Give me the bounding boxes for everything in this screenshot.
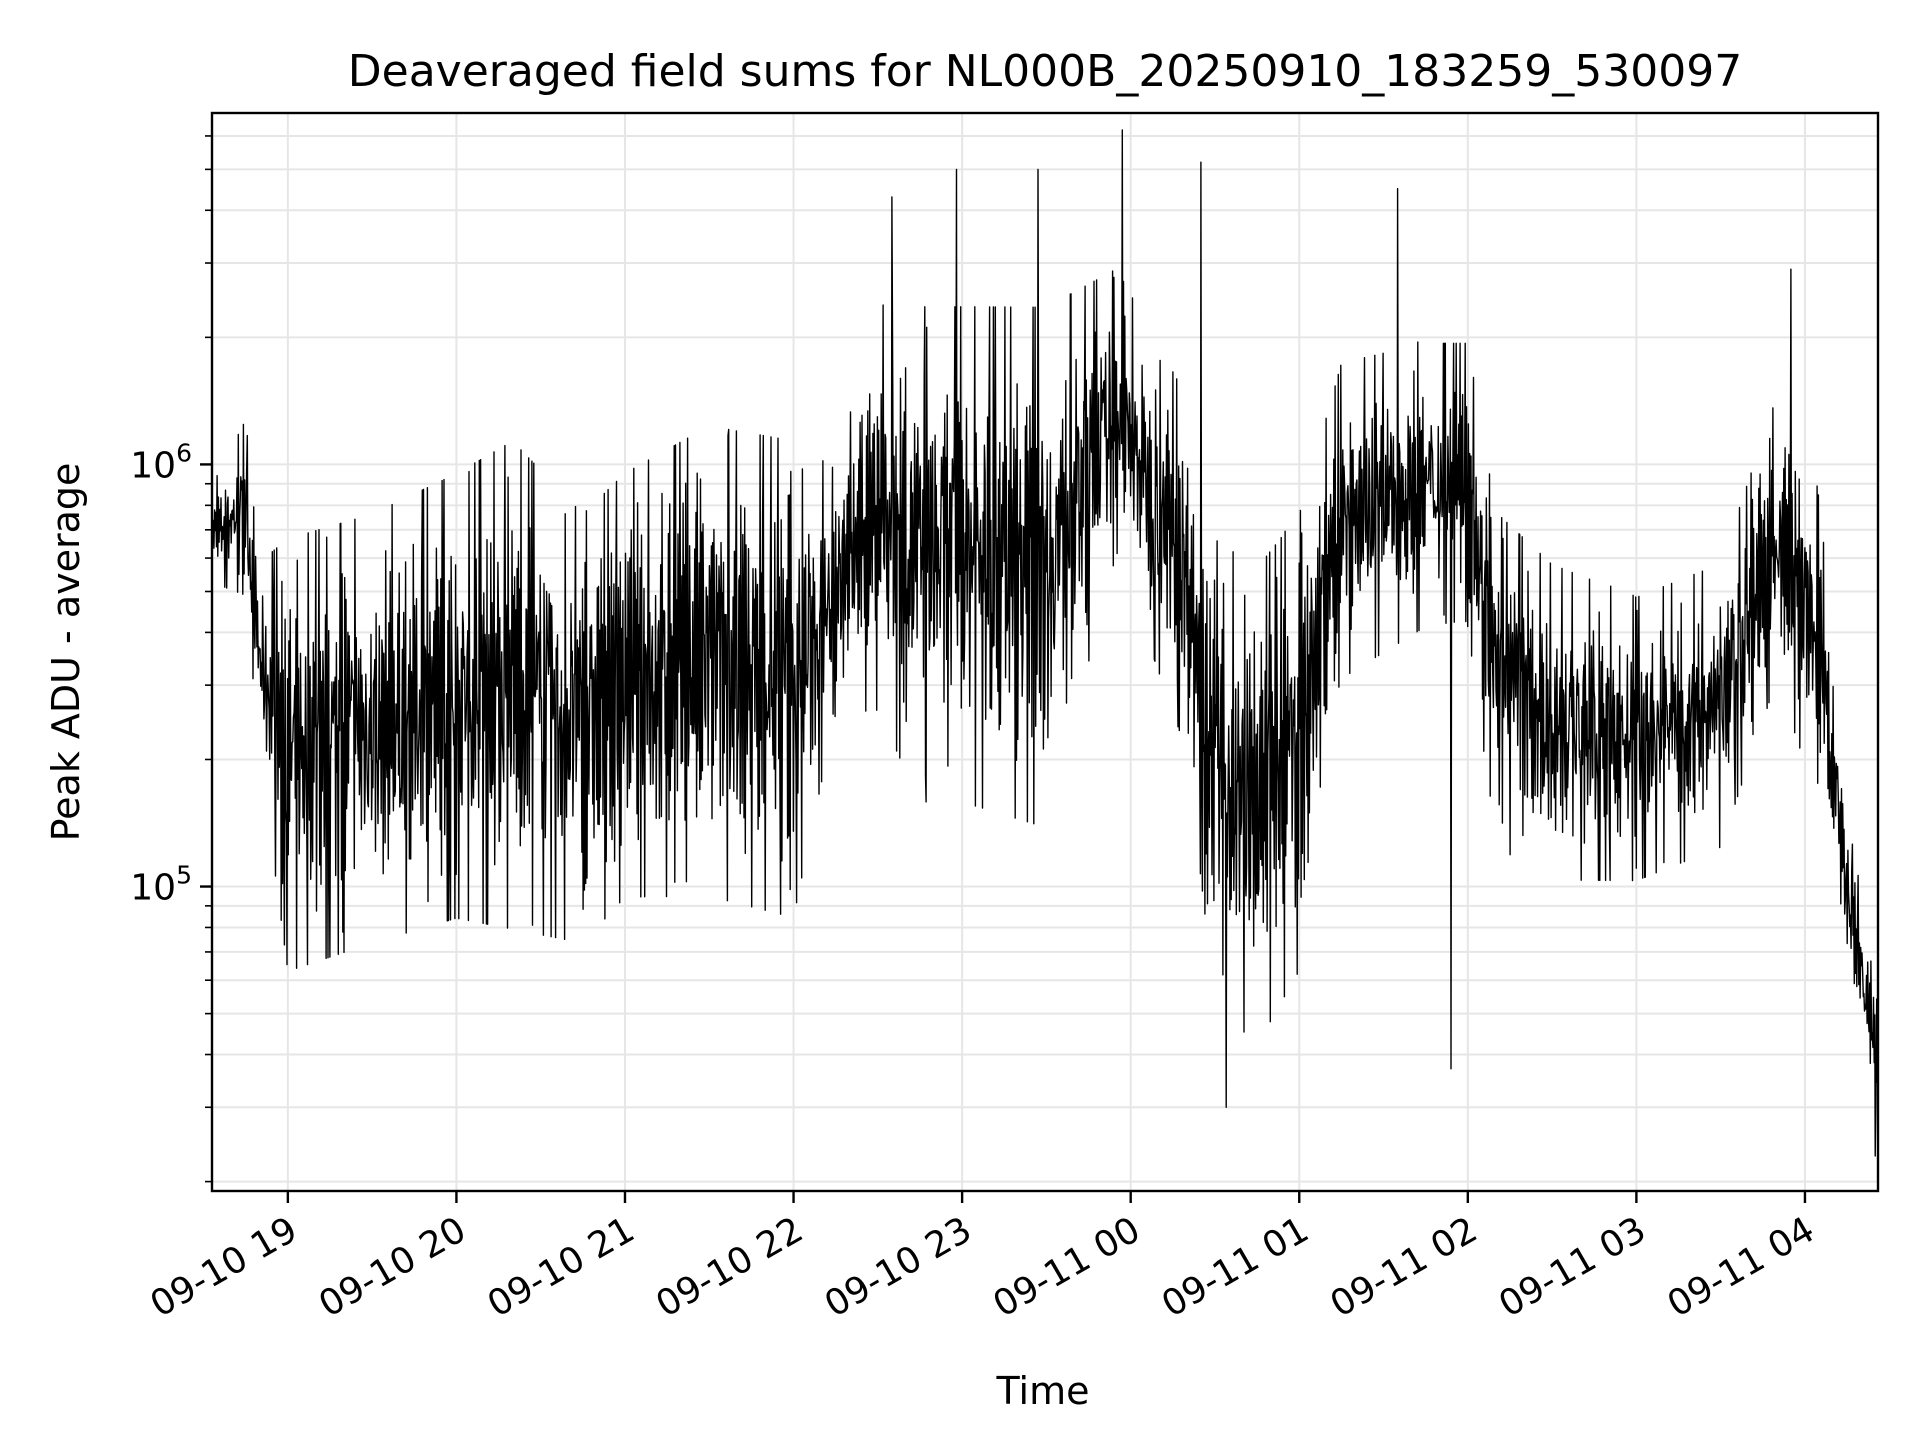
data-series-line — [211, 129, 1879, 1157]
y-tick-label: 106 — [130, 438, 192, 486]
x-tick-label: 09-10 19 — [144, 1209, 305, 1325]
x-tick-label: 09-11 01 — [1155, 1209, 1316, 1325]
x-tick-label: 09-11 02 — [1324, 1209, 1485, 1325]
x-tick-label: 09-11 03 — [1492, 1209, 1653, 1325]
y-tick-label: 105 — [130, 861, 192, 909]
y-axis-label: Peak ADU - average — [44, 463, 88, 842]
x-tick-label: 09-10 22 — [649, 1209, 810, 1325]
x-tick-label: 09-10 23 — [818, 1209, 979, 1325]
x-tick-label: 09-11 00 — [987, 1209, 1148, 1325]
series-layer — [211, 129, 1879, 1157]
x-tick-label: 09-10 21 — [481, 1209, 642, 1325]
x-axis-label: Time — [996, 1369, 1090, 1413]
x-tick-label: 09-10 20 — [312, 1209, 473, 1325]
chart-title: Deaveraged field sums for NL000B_2025091… — [348, 46, 1742, 97]
x-tick-label: 09-11 04 — [1661, 1209, 1822, 1325]
plot-frame — [210, 111, 1880, 1193]
